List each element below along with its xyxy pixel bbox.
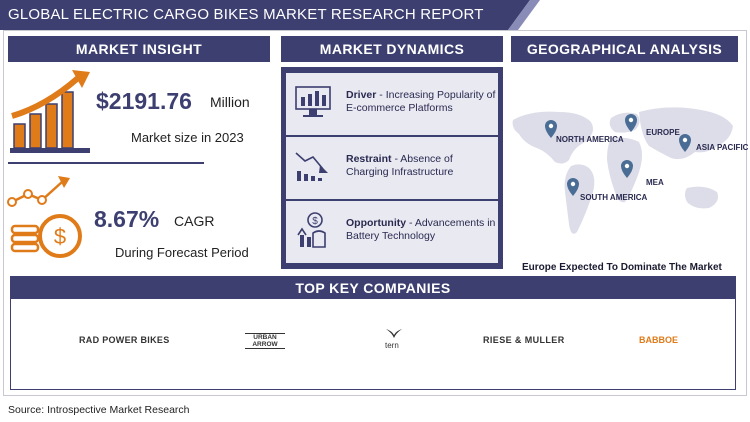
company-rad-power-bikes: RAD POWER BIKES [79,335,170,345]
geographical-analysis-header: GEOGRAPHICAL ANALYSIS [511,36,738,62]
content-frame [3,30,747,396]
svg-text:$: $ [312,216,318,227]
geo-caption: Europe Expected To Dominate The Market [522,262,722,273]
driver-item: Driver - Increasing Popularity of E-comm… [286,73,498,135]
region-south-america: SOUTH AMERICA [580,193,648,202]
opportunity-item: $ Opportunity - Advancements in Battery … [286,201,498,263]
market-size-value: $2191.76 [96,88,192,114]
declining-chart-icon [295,152,328,181]
insight-divider [8,162,204,164]
market-insight-header: MARKET INSIGHT [8,36,270,62]
forecast-period-label: During Forecast Period [115,245,249,260]
coin-growth-icon: $ [7,176,82,258]
region-asia-pacific: ASIA PACIFIC [696,143,749,152]
market-size-label: Market size in 2023 [131,130,244,145]
page-title: GLOBAL ELECTRIC CARGO BIKES MARKET RESEA… [8,6,484,23]
market-dynamics-panel: Driver - Increasing Popularity of E-comm… [281,67,503,269]
top-key-companies: TOP KEY COMPANIES RAD POWER BIKES URBAN … [10,276,736,390]
driver-label: Driver [346,89,377,101]
restraint-text: Restraint - Absence of Charging Infrastr… [346,153,496,179]
opportunity-label: Opportunity [346,217,407,229]
restraint-label: Restraint [346,153,392,165]
company-riese-muller: RIESE & MULLER [483,335,565,345]
company-babboe: BABBOE [639,335,679,345]
region-mea: MEA [646,178,664,187]
driver-description: - Increasing Popularity of E-commerce Pl… [346,89,496,114]
region-north-america: NORTH AMERICA [556,135,624,144]
opportunity-description: - Advancements in Battery Technology [346,217,496,242]
market-dynamics-header: MARKET DYNAMICS [281,36,503,62]
title-bar-shape [0,0,540,30]
growth-hand-icon: $ [297,212,326,248]
cagr-value: 8.67% [94,206,160,232]
opportunity-text: Opportunity - Advancements in Battery Te… [346,217,496,243]
driver-text: Driver - Increasing Popularity of E-comm… [346,89,496,115]
tern-bird-logo-icon [386,329,402,338]
company-urban-arrow: URBAN ARROW [245,333,285,349]
source-note: Source: Introspective Market Research [8,404,190,416]
svg-text:$: $ [54,224,66,249]
restraint-description: - Absence of Charging Infrastructure [346,153,454,178]
title-bar: GLOBAL ELECTRIC CARGO BIKES MARKET RESEA… [0,0,540,30]
top-key-companies-header: TOP KEY COMPANIES [11,277,735,299]
cagr-unit: CAGR [174,213,215,229]
growth-bar-chart-icon [10,70,90,153]
chart-monitor-icon [295,86,331,117]
location-pins [545,114,691,196]
region-europe: EUROPE [646,128,680,137]
world-map [512,107,733,234]
company-tern: tern [385,341,399,350]
market-size-unit: Million [210,94,250,110]
restraint-item: Restraint - Absence of Charging Infrastr… [286,137,498,199]
